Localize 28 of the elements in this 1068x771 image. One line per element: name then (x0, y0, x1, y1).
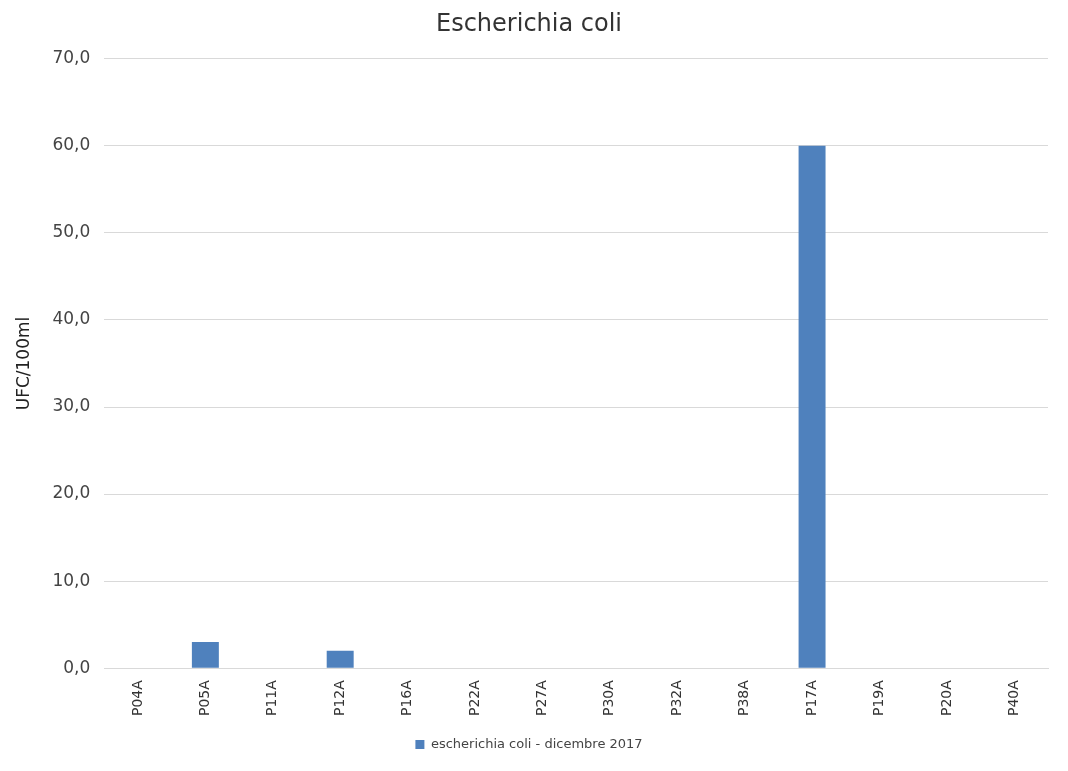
y-tick-label: 50,0 (52, 221, 91, 242)
x-tick-label: P04A (128, 679, 145, 717)
legend-label: escherichia coli - dicembre 2017 (430, 735, 643, 751)
y-tick-label: 0,0 (63, 656, 91, 677)
y-tick-label: 10,0 (52, 569, 91, 590)
x-tick-label: P40A (1004, 679, 1021, 717)
y-axis-title: UFC/100ml (12, 316, 33, 411)
chart-title: Escherichia coli (436, 8, 622, 37)
bar (191, 642, 219, 668)
x-tick-label: P19A (870, 679, 887, 717)
y-tick-label: 30,0 (52, 395, 91, 416)
x-tick-label: P17A (802, 679, 819, 717)
x-tick-label: P05A (196, 679, 213, 717)
x-tick-label: P38A (735, 679, 752, 717)
x-tick-label: P11A (263, 679, 280, 717)
x-tick-label: P30A (600, 679, 617, 717)
y-tick-label: 20,0 (52, 482, 91, 503)
x-tick-label: P12A (330, 679, 347, 717)
y-tick-label: 60,0 (52, 134, 91, 155)
x-tick-label: P32A (667, 679, 684, 717)
bar (798, 145, 826, 668)
x-tick-label: P16A (398, 679, 415, 717)
x-tick-label: P20A (937, 679, 954, 717)
y-tick-label: 70,0 (52, 47, 91, 68)
x-tick-label: P22A (465, 679, 482, 717)
y-tick-label: 40,0 (52, 308, 91, 329)
bar (326, 650, 354, 668)
x-tick-label: P27A (533, 679, 550, 717)
